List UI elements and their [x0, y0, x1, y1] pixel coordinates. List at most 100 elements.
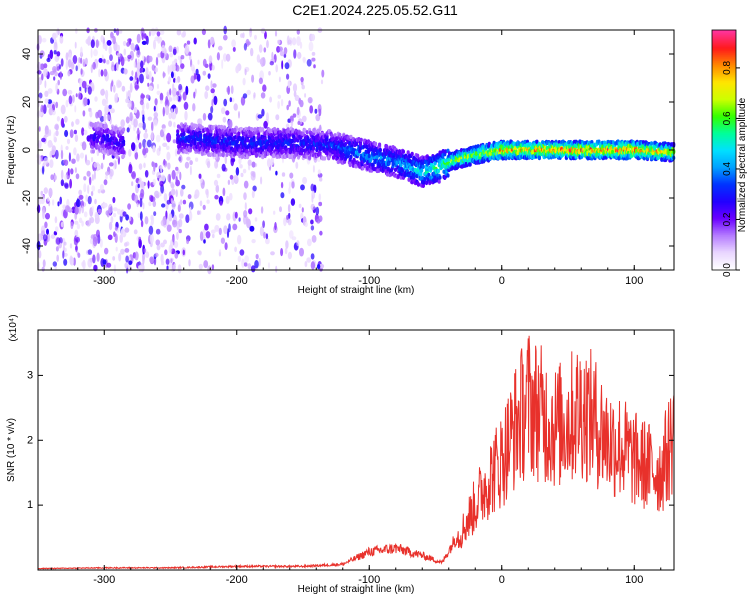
- noise-cell: [181, 184, 186, 190]
- noise-cell: [47, 88, 53, 94]
- ridge-cell: [436, 168, 440, 174]
- noise-cell: [143, 162, 146, 169]
- noise-cell: [177, 55, 180, 60]
- noise-cell: [105, 210, 110, 216]
- noise-cell: [43, 157, 49, 165]
- noise-cell: [197, 250, 202, 256]
- noise-cell: [214, 160, 219, 169]
- noise-cell: [41, 73, 44, 81]
- noise-cell: [131, 181, 134, 187]
- noise-cell: [153, 211, 157, 217]
- ridge-cell: [374, 141, 378, 147]
- noise-cell: [288, 187, 291, 195]
- noise-cell: [182, 30, 187, 37]
- noise-cell: [308, 41, 314, 52]
- noise-cell: [177, 264, 182, 274]
- noise-cell: [164, 99, 170, 108]
- noise-cell: [93, 170, 96, 180]
- noise-cell: [203, 260, 209, 269]
- ridge-cell: [369, 157, 373, 162]
- colorbar-swatch: [712, 154, 736, 157]
- noise-cell: [176, 91, 180, 96]
- noise-cell: [271, 51, 274, 61]
- noise-cell: [76, 223, 81, 230]
- noise-cell: [49, 159, 54, 169]
- ridge-cell: [377, 168, 381, 173]
- ridge-cell: [410, 151, 414, 157]
- noise-cell: [53, 76, 56, 81]
- colorbar-swatch: [712, 214, 736, 217]
- noise-cell: [55, 82, 58, 93]
- snr-x-ticks: -300 -200 -100 0 100: [50, 330, 662, 586]
- noise-cell: [128, 260, 133, 266]
- noise-cell: [269, 96, 272, 103]
- noise-cell: [126, 127, 130, 133]
- colorbar-swatch: [712, 142, 736, 145]
- noise-cell: [226, 213, 231, 221]
- noise-cell: [285, 123, 290, 129]
- colorbar-swatch: [712, 116, 736, 119]
- noise-cell: [212, 233, 215, 239]
- noise-cell: [137, 183, 140, 189]
- noise-cell: [63, 182, 69, 188]
- ridge-cell: [196, 141, 200, 147]
- colorbar-swatch: [712, 248, 736, 251]
- ridge-cell: [323, 156, 327, 161]
- noise-cell: [41, 137, 46, 143]
- noise-cell: [230, 156, 235, 167]
- noise-cell: [190, 75, 195, 84]
- colorbar-swatch: [712, 258, 736, 261]
- noise-cell: [286, 35, 290, 46]
- noise-cell: [277, 39, 281, 45]
- colorbar-swatch: [712, 190, 736, 193]
- noise-cell: [260, 176, 263, 185]
- noise-cell: [156, 171, 162, 179]
- noise-cell: [151, 64, 155, 71]
- noise-cell: [250, 47, 254, 57]
- colorbar-swatch: [712, 110, 736, 113]
- colorbar-swatch: [712, 234, 736, 237]
- noise-cell: [163, 159, 166, 166]
- noise-cell: [227, 119, 233, 129]
- noise-cell: [295, 161, 299, 169]
- noise-cell: [75, 244, 78, 253]
- noise-cell: [130, 42, 135, 51]
- noise-cell: [177, 204, 181, 212]
- noise-cell: [318, 193, 322, 201]
- noise-cell: [247, 159, 252, 166]
- noise-cell: [147, 116, 153, 121]
- colorbar-swatch: [712, 50, 736, 53]
- noise-cell: [153, 112, 159, 118]
- ridge-cell: [176, 129, 180, 134]
- noise-cell: [124, 262, 129, 269]
- noise-cell: [273, 210, 276, 215]
- noise-cell: [113, 84, 116, 93]
- noise-cell: [139, 99, 144, 106]
- noise-cell: [179, 199, 183, 206]
- y-tick-label: 2: [27, 434, 33, 446]
- ridge-cell: [242, 132, 246, 137]
- ridge-cell: [385, 144, 389, 149]
- noise-cell: [44, 129, 50, 138]
- noise-cell: [260, 92, 266, 99]
- noise-cell: [40, 104, 44, 113]
- noise-cell: [162, 142, 168, 147]
- colorbar-swatch: [712, 158, 736, 161]
- colorbar-swatch: [712, 168, 736, 171]
- noise-cell: [194, 189, 200, 199]
- noise-cell: [259, 58, 264, 65]
- noise-cell: [198, 173, 202, 179]
- noise-cell: [255, 253, 259, 260]
- noise-cell: [50, 234, 56, 240]
- noise-cell: [129, 112, 133, 122]
- colorbar-swatch: [712, 200, 736, 203]
- colorbar-swatch: [712, 122, 736, 125]
- noise-cell: [103, 68, 108, 77]
- noise-cell: [246, 216, 249, 224]
- noise-cell: [218, 45, 223, 51]
- noise-cell: [150, 130, 154, 141]
- noise-cell: [134, 151, 139, 160]
- colorbar-swatch: [712, 230, 736, 233]
- ridge-cell: [423, 176, 427, 182]
